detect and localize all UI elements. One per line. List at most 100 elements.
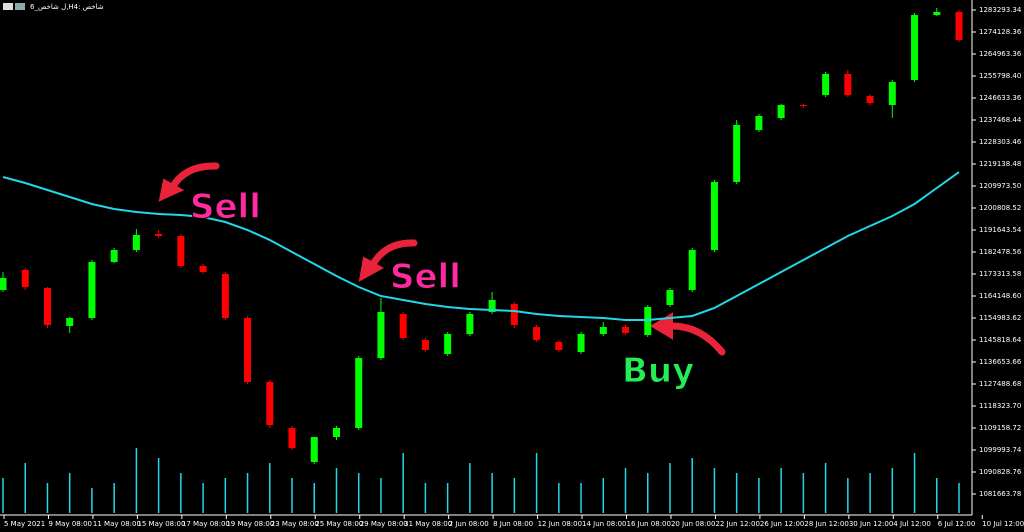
candle-body	[355, 358, 363, 429]
y-tick-label: 1118323.70	[979, 402, 1021, 410]
candle-body	[533, 327, 541, 340]
chart-icon	[15, 3, 25, 10]
candle-body	[66, 318, 74, 327]
x-tick-label: 28 Jun 12:00	[804, 520, 848, 528]
candle-body	[310, 436, 318, 462]
candle-body	[155, 233, 163, 237]
candle-body	[688, 250, 696, 290]
candle-body	[266, 381, 274, 425]
y-tick-label: 1145818.64	[979, 336, 1022, 344]
x-tick-label: 31 May 08:00	[404, 520, 452, 528]
annotation: Buy	[622, 351, 694, 391]
y-tick-label: 1255798.40	[979, 72, 1021, 80]
candle-body	[21, 270, 29, 287]
x-tick-label: 15 May 08:00	[137, 520, 185, 528]
x-tick-label: 30 Jun 12:00	[849, 520, 893, 528]
candle-body	[777, 105, 785, 119]
x-tick-label: 11 May 08:00	[93, 520, 141, 528]
arrow	[368, 239, 418, 270]
annotation: Sell	[390, 257, 461, 297]
candle-body	[844, 74, 852, 95]
x-tick-label: 22 Jun 12:00	[715, 520, 759, 528]
arrow-head	[158, 178, 185, 202]
flag-icon	[3, 3, 13, 10]
candle-body	[88, 261, 96, 319]
y-tick-label: 1237468.44	[979, 116, 1022, 124]
x-tick-label: 16 Jun 08:00	[627, 520, 671, 528]
arrow-head	[358, 256, 385, 282]
candle-body	[933, 11, 941, 15]
candle-body	[822, 74, 830, 95]
y-tick-label: 1191643.54	[979, 226, 1022, 234]
candle-body	[221, 274, 229, 319]
candle-body	[444, 334, 452, 355]
y-tick-label: 1127488.68	[979, 380, 1021, 388]
y-tick-label: 1099993.74	[979, 446, 1022, 454]
x-tick-label: 8 Jun 08:00	[493, 520, 533, 528]
y-tick-label: 1209973.50	[979, 182, 1021, 190]
y-tick-label: 1246633.36	[979, 94, 1022, 102]
y-tick-label: 1283293.34	[979, 6, 1022, 14]
candle-body	[866, 96, 874, 104]
candle-body	[332, 428, 340, 437]
y-tick-label: 1219138.48	[979, 160, 1021, 168]
candle-body	[911, 15, 919, 80]
y-tick-label: 1136653.66	[979, 358, 1022, 366]
x-tick-label: 6 Jul 12:00	[938, 520, 976, 528]
candle-body	[288, 428, 296, 449]
y-tick-label: 1264963.36	[979, 50, 1022, 58]
y-tick-label: 1109158.72	[979, 424, 1021, 432]
candle-body	[43, 288, 51, 326]
candle-body	[555, 342, 563, 350]
annotation: Sell	[190, 187, 261, 227]
arrow-head	[650, 312, 673, 340]
y-tick-label: 1090828.76	[979, 468, 1022, 476]
moving-average	[2, 171, 960, 322]
candle-body	[733, 125, 741, 182]
x-tick-label: 5 May 2021	[4, 520, 45, 528]
x-tick-label: 26 Jun 12:00	[760, 520, 804, 528]
candle-body	[244, 318, 252, 382]
x-tick-label: 14 Jun 08:00	[582, 520, 626, 528]
x-tick-label: 19 May 08:00	[226, 520, 274, 528]
y-tick-label: 1173313.58	[979, 270, 1021, 278]
candle-body	[132, 235, 140, 250]
candle-body	[199, 266, 207, 272]
x-tick-label: 17 May 08:00	[182, 520, 230, 528]
candle-body	[599, 327, 607, 335]
candle-body	[577, 334, 585, 353]
y-tick-label: 1228303.46	[979, 138, 1022, 146]
candle-body	[466, 314, 474, 335]
candle-body	[377, 311, 385, 359]
x-tick-label: 25 May 08:00	[315, 520, 363, 528]
arrows	[158, 162, 726, 356]
x-tick-label: 10 Jul 12:00	[982, 520, 1024, 528]
x-tick-label: 29 May 08:00	[360, 520, 408, 528]
candle-body	[710, 181, 718, 250]
candle-body	[421, 340, 429, 350]
y-tick-label: 1154983.62	[979, 314, 1021, 322]
arrow	[666, 322, 726, 356]
x-tick-label: 20 Jun 08:00	[671, 520, 715, 528]
y-tick-label: 1164148.60	[979, 292, 1021, 300]
candle-body	[488, 300, 496, 312]
y-tick-label: 1274128.36	[979, 28, 1022, 36]
arrow	[168, 162, 220, 192]
y-tick-label: 1081663.78	[979, 490, 1021, 498]
candle-body	[622, 327, 630, 334]
candle-body	[755, 115, 763, 130]
candle-body	[0, 278, 7, 290]
y-tick-label: 1182478.56	[979, 248, 1022, 256]
candle-body	[510, 303, 518, 326]
candle-body	[110, 250, 118, 262]
candle-body	[799, 105, 807, 107]
y-tick-label: 1200808.52	[979, 204, 1021, 212]
x-tick-label: 9 May 08:00	[48, 520, 92, 528]
candle-body	[177, 236, 185, 267]
candle-body	[955, 11, 963, 41]
x-tick-label: 12 Jun 08:00	[538, 520, 582, 528]
x-tick-label: 2 Jun 08:00	[449, 520, 489, 528]
